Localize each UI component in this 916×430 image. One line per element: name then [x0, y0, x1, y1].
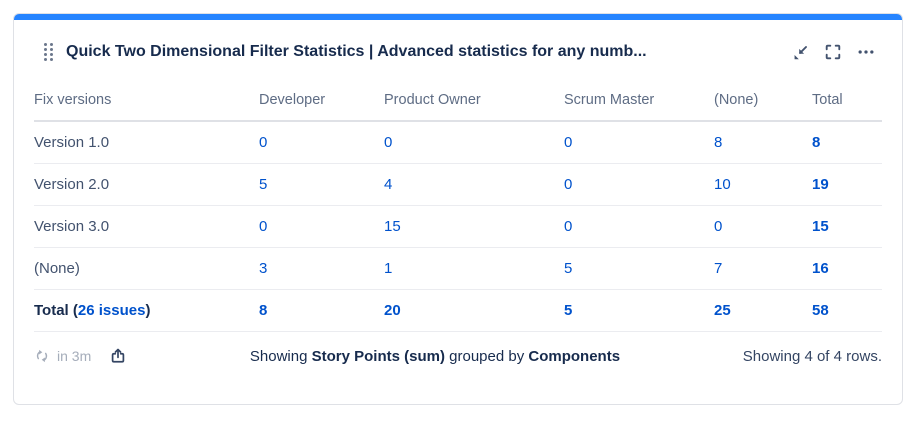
stat-value-link[interactable]: 5 — [564, 260, 573, 277]
column-header-total: Total — [812, 82, 882, 122]
stat-value-link[interactable]: 8 — [714, 134, 723, 151]
column-total-link[interactable]: 20 — [384, 302, 401, 319]
stat-value-link[interactable]: 10 — [714, 176, 731, 193]
row-label: Version 2.0 — [34, 163, 259, 206]
table-row: (None) 3 1 5 7 16 — [34, 247, 882, 290]
group-label: Components — [528, 347, 621, 365]
gadget-header-actions — [790, 42, 876, 62]
column-total-link[interactable]: 8 — [259, 302, 268, 319]
grouped-by-text: grouped by — [444, 347, 529, 365]
row-total-link[interactable]: 19 — [812, 176, 829, 193]
statistics-table-wrap: Fix versions Developer Product Owner Scr… — [14, 82, 902, 332]
stat-value-link[interactable]: 0 — [564, 134, 573, 151]
footer-summary: Showing Story Points (sum) grouped by Co… — [127, 348, 743, 365]
stat-value-link[interactable]: 0 — [564, 176, 573, 193]
row-label: Version 1.0 — [34, 121, 259, 164]
table-header-row: Fix versions Developer Product Owner Scr… — [34, 82, 882, 122]
row-label: Version 3.0 — [34, 205, 259, 248]
grand-total-link[interactable]: 58 — [812, 302, 829, 319]
rows-summary: Showing 4 of 4 rows. — [742, 347, 882, 365]
stat-value-link[interactable]: 0 — [259, 134, 268, 151]
minimize-icon[interactable] — [790, 42, 810, 62]
total-label-suffix: ) — [145, 302, 151, 319]
row-total-link[interactable]: 15 — [812, 218, 829, 235]
stat-value-link[interactable]: 0 — [564, 218, 573, 235]
expand-icon[interactable] — [823, 42, 843, 62]
statistics-table: Fix versions Developer Product Owner Scr… — [34, 82, 882, 332]
stat-value-link[interactable]: 7 — [714, 260, 723, 277]
gadget-footer: in 3m Showing Story Points (sum) grouped… — [14, 332, 902, 365]
column-header-none: (None) — [714, 82, 812, 122]
table-row: Version 2.0 5 4 0 10 19 — [34, 163, 882, 206]
stat-value-link[interactable]: 1 — [384, 260, 393, 277]
more-menu-icon[interactable] — [856, 42, 876, 62]
drag-handle-icon[interactable] — [44, 43, 53, 61]
column-total-link[interactable]: 5 — [564, 302, 573, 319]
showing-prefix: Showing — [249, 347, 312, 365]
column-header-fix-versions: Fix versions — [34, 82, 259, 122]
refresh-countdown-label: in 3m — [57, 348, 92, 364]
column-header-product-owner: Product Owner — [384, 82, 564, 122]
row-total-link[interactable]: 8 — [812, 134, 821, 151]
column-total-link[interactable]: 25 — [714, 302, 731, 319]
total-issues-link[interactable]: 26 issues — [77, 302, 146, 319]
table-row: Version 1.0 0 0 0 8 8 — [34, 121, 882, 164]
total-row-label: Total (26 issues) — [34, 289, 259, 332]
stat-value-link[interactable]: 0 — [384, 134, 393, 151]
dashboard-gadget-card: Quick Two Dimensional Filter Statistics … — [13, 13, 903, 405]
gadget-title: Quick Two Dimensional Filter Statistics … — [66, 43, 647, 60]
column-header-scrum-master: Scrum Master — [564, 82, 714, 122]
stat-value-link[interactable]: 3 — [259, 260, 268, 277]
stat-value-link[interactable]: 0 — [714, 218, 723, 235]
table-row: Version 3.0 0 15 0 0 15 — [34, 205, 882, 248]
stat-value-link[interactable]: 15 — [384, 218, 401, 235]
metric-label: Story Points (sum) — [311, 347, 445, 365]
export-icon[interactable] — [109, 347, 127, 365]
stat-value-link[interactable]: 0 — [259, 218, 268, 235]
total-row: Total (26 issues) 8 20 5 25 58 — [34, 289, 882, 332]
stat-value-link[interactable]: 5 — [259, 176, 268, 193]
column-header-developer: Developer — [259, 82, 384, 122]
gadget-header: Quick Two Dimensional Filter Statistics … — [14, 20, 902, 82]
row-total-link[interactable]: 16 — [812, 260, 829, 277]
gadget-accent-bar — [14, 14, 902, 20]
footer-refresh-area: in 3m — [34, 347, 127, 365]
row-label: (None) — [34, 247, 259, 290]
refresh-icon[interactable] — [34, 348, 50, 364]
total-label-prefix: Total ( — [34, 302, 78, 319]
stat-value-link[interactable]: 4 — [384, 176, 393, 193]
